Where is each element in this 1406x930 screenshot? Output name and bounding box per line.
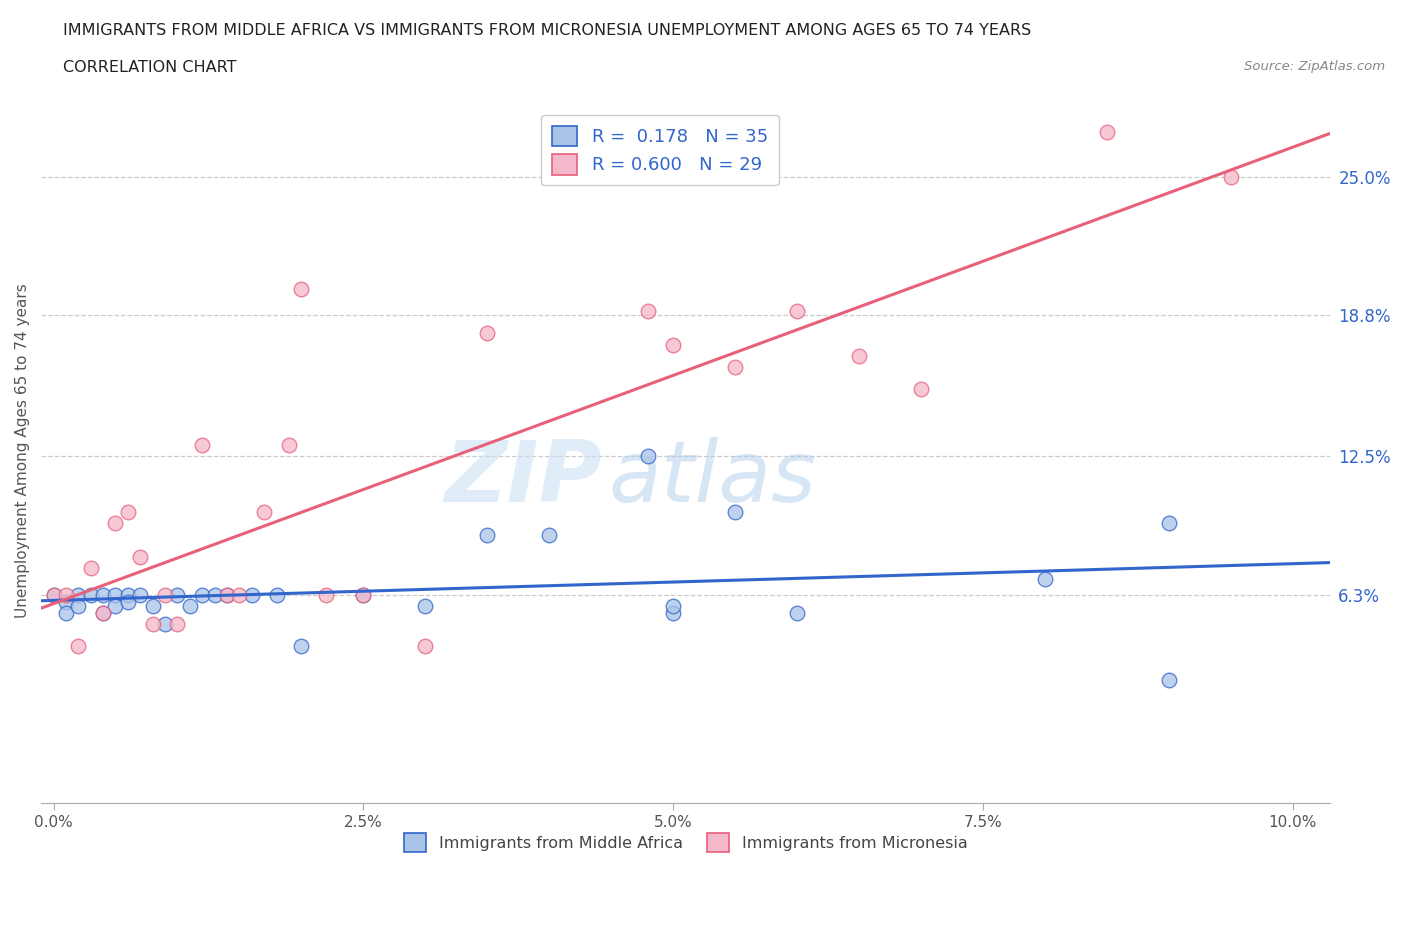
Point: [142, 617, 165, 631]
Point: [662, 605, 685, 620]
Point: [153, 588, 176, 603]
Point: [637, 303, 659, 318]
Point: [191, 438, 214, 453]
Point: [129, 550, 152, 565]
Point: [117, 594, 139, 609]
Point: [179, 599, 201, 614]
Point: [215, 588, 238, 603]
Point: [104, 588, 127, 603]
Point: [413, 639, 436, 654]
Point: [477, 527, 499, 542]
Text: ZIP: ZIP: [444, 437, 602, 521]
Point: [55, 605, 77, 620]
Point: [67, 588, 90, 603]
Point: [117, 588, 139, 603]
Point: [91, 605, 114, 620]
Text: IMMIGRANTS FROM MIDDLE AFRICA VS IMMIGRANTS FROM MICRONESIA UNEMPLOYMENT AMONG A: IMMIGRANTS FROM MIDDLE AFRICA VS IMMIGRA…: [63, 23, 1032, 38]
Point: [662, 337, 685, 352]
Point: [1033, 572, 1056, 587]
Point: [253, 505, 276, 520]
Point: [413, 599, 436, 614]
Point: [637, 449, 659, 464]
Point: [724, 505, 747, 520]
Point: [290, 639, 312, 654]
Y-axis label: Unemployment Among Ages 65 to 74 years: Unemployment Among Ages 65 to 74 years: [15, 284, 30, 618]
Point: [910, 382, 932, 397]
Point: [79, 561, 101, 576]
Point: [352, 588, 374, 603]
Point: [1157, 672, 1180, 687]
Point: [142, 599, 165, 614]
Text: Source: ZipAtlas.com: Source: ZipAtlas.com: [1244, 60, 1385, 73]
Point: [91, 605, 114, 620]
Point: [786, 605, 808, 620]
Point: [104, 516, 127, 531]
Text: atlas: atlas: [609, 437, 817, 521]
Point: [191, 588, 214, 603]
Point: [215, 588, 238, 603]
Point: [1095, 125, 1118, 140]
Point: [153, 617, 176, 631]
Point: [266, 588, 288, 603]
Point: [278, 438, 301, 453]
Point: [1157, 516, 1180, 531]
Point: [91, 588, 114, 603]
Point: [79, 588, 101, 603]
Point: [477, 326, 499, 340]
Point: [1219, 169, 1241, 184]
Point: [228, 588, 250, 603]
Point: [117, 505, 139, 520]
Point: [204, 588, 226, 603]
Point: [67, 599, 90, 614]
Point: [129, 588, 152, 603]
Point: [240, 588, 263, 603]
Point: [290, 281, 312, 296]
Point: [352, 588, 374, 603]
Point: [166, 617, 188, 631]
Point: [55, 594, 77, 609]
Point: [538, 527, 561, 542]
Point: [104, 599, 127, 614]
Point: [166, 588, 188, 603]
Point: [786, 303, 808, 318]
Point: [662, 599, 685, 614]
Text: CORRELATION CHART: CORRELATION CHART: [63, 60, 236, 75]
Point: [67, 639, 90, 654]
Point: [42, 588, 65, 603]
Point: [724, 360, 747, 375]
Legend: Immigrants from Middle Africa, Immigrants from Micronesia: Immigrants from Middle Africa, Immigrant…: [396, 827, 974, 858]
Point: [42, 588, 65, 603]
Point: [315, 588, 337, 603]
Point: [848, 349, 870, 364]
Point: [55, 588, 77, 603]
